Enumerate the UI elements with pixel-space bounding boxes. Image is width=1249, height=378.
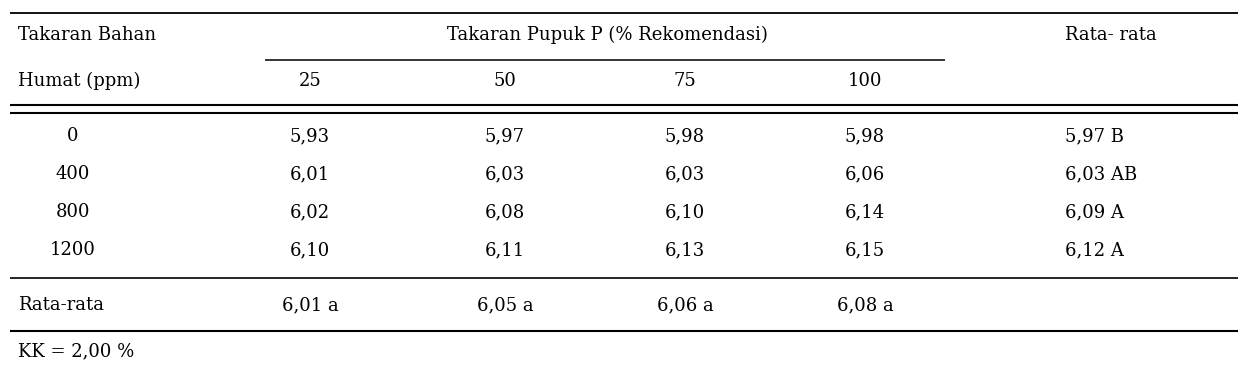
Text: 6,11: 6,11 — [485, 241, 525, 259]
Text: Rata- rata: Rata- rata — [1065, 26, 1157, 44]
Text: 6,08 a: 6,08 a — [837, 296, 893, 314]
Text: Rata-rata: Rata-rata — [17, 296, 104, 314]
Text: 6,01 a: 6,01 a — [281, 296, 338, 314]
Text: 6,08: 6,08 — [485, 203, 525, 221]
Text: 6,14: 6,14 — [844, 203, 886, 221]
Text: 6,03: 6,03 — [664, 165, 706, 183]
Text: 100: 100 — [848, 72, 882, 90]
Text: 50: 50 — [493, 72, 516, 90]
Text: 6,10: 6,10 — [664, 203, 706, 221]
Text: Humat (ppm): Humat (ppm) — [17, 72, 140, 90]
Text: 800: 800 — [56, 203, 90, 221]
Text: Takaran Bahan: Takaran Bahan — [17, 26, 156, 44]
Text: 0: 0 — [67, 127, 79, 145]
Text: 6,12 A: 6,12 A — [1065, 241, 1124, 259]
Text: 1200: 1200 — [50, 241, 96, 259]
Text: 6,13: 6,13 — [664, 241, 706, 259]
Text: 25: 25 — [299, 72, 321, 90]
Text: KK = 2,00 %: KK = 2,00 % — [17, 342, 134, 360]
Text: 5,98: 5,98 — [664, 127, 706, 145]
Text: 6,03: 6,03 — [485, 165, 525, 183]
Text: 5,93: 5,93 — [290, 127, 330, 145]
Text: 6,06 a: 6,06 a — [657, 296, 713, 314]
Text: Takaran Pupuk P (% Rekomendasi): Takaran Pupuk P (% Rekomendasi) — [447, 26, 768, 44]
Text: 5,97: 5,97 — [485, 127, 525, 145]
Text: 6,09 A: 6,09 A — [1065, 203, 1124, 221]
Text: 6,02: 6,02 — [290, 203, 330, 221]
Text: 6,05 a: 6,05 a — [477, 296, 533, 314]
Text: 400: 400 — [56, 165, 90, 183]
Text: 5,98: 5,98 — [844, 127, 886, 145]
Text: 6,03 AB: 6,03 AB — [1065, 165, 1138, 183]
Text: 6,01: 6,01 — [290, 165, 330, 183]
Text: 6,15: 6,15 — [844, 241, 886, 259]
Text: 75: 75 — [673, 72, 697, 90]
Text: 5,97 B: 5,97 B — [1065, 127, 1124, 145]
Text: 6,06: 6,06 — [844, 165, 886, 183]
Text: 6,10: 6,10 — [290, 241, 330, 259]
